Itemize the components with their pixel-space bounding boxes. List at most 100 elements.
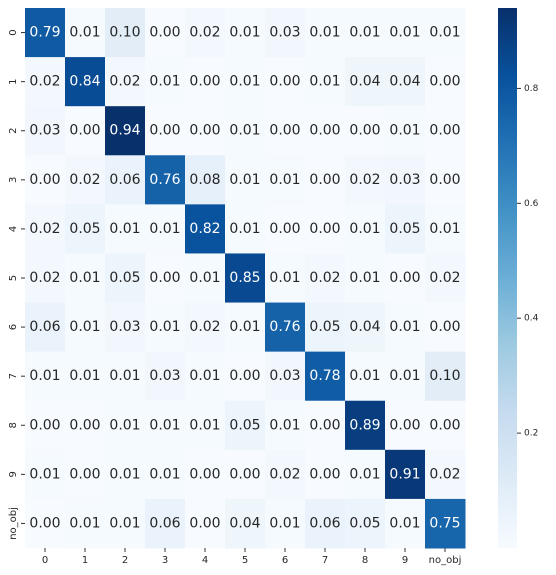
heatmap-cell [105,351,146,402]
heatmap-cell [385,302,426,353]
cell-label: 0.03 [109,319,140,335]
colorbar-tick-label: 0.2 [524,429,538,439]
heatmap-cell [305,204,346,254]
heatmap-cell [25,155,66,205]
cell-label: 0.94 [109,123,140,139]
heatmap-cell [385,8,426,58]
cell-label: 0.02 [29,221,60,237]
heatmap-cell [225,8,266,58]
cell-label: 0.00 [189,123,220,139]
heatmap-cell [425,155,466,205]
cell-label: 0.78 [309,368,340,384]
cell-label: 0.01 [429,221,460,237]
cell-label: 0.76 [149,172,180,188]
heatmap-cell [425,498,466,549]
heatmap-cell [65,8,106,58]
heatmap-cell [345,253,386,304]
heatmap-cell [25,400,66,451]
cell-label: 0.00 [269,74,300,90]
cell-label: 0.01 [109,515,140,531]
y-tick-label: 8 [8,422,19,428]
cell-label: 0.01 [189,417,220,433]
x-tick-label: 4 [202,555,208,566]
cell-label: 0.01 [29,466,60,482]
cell-label: 0.03 [269,368,300,384]
cell-label: 0.00 [149,123,180,139]
cell-label: 0.00 [389,270,420,286]
heatmap-cell [345,106,386,156]
cell-label: 0.01 [349,466,380,482]
heatmap-cell [185,57,226,107]
heatmap-cell [385,155,426,205]
heatmap-cell [265,449,306,500]
heatmap-cell [425,302,466,353]
heatmap-cell [385,57,426,107]
cell-label: 0.01 [229,319,260,335]
cell-label: 0.01 [269,515,300,531]
cell-label: 0.82 [189,221,220,237]
cell-label: 0.01 [69,319,100,335]
cell-label: 0.00 [149,25,180,41]
heatmap-cell [345,57,386,107]
heatmap-cell [305,8,346,58]
cell-label: 0.01 [69,515,100,531]
cell-label: 0.00 [309,172,340,188]
heatmap-cell [345,400,386,451]
heatmap-cell [265,302,306,353]
heatmap-cell [265,351,306,402]
heatmap-cell [385,498,426,549]
cell-label: 0.04 [349,319,380,335]
heatmap-cell [305,400,346,451]
heatmap-cell [65,253,106,304]
cell-label: 0.02 [109,74,140,90]
cell-label: 0.10 [429,368,460,384]
cell-label: 0.00 [29,417,60,433]
cell-label: 0.01 [109,466,140,482]
heatmap-cell [65,57,106,107]
heatmap-cell [385,400,426,451]
heatmap-cell [225,302,266,353]
heatmap-cell [185,253,226,304]
heatmap-cell [345,155,386,205]
cell-label: 0.01 [389,368,420,384]
heatmap-cell [65,498,106,549]
cell-label: 0.00 [389,417,420,433]
cell-label: 0.02 [309,270,340,286]
colorbar-tick-label: 0.6 [524,199,539,209]
cell-label: 0.03 [149,368,180,384]
cell-label: 0.05 [389,221,420,237]
cell-label: 0.10 [109,25,140,41]
heatmap-cell [185,498,226,549]
x-tick-label: 6 [282,555,288,566]
cell-label: 0.01 [389,25,420,41]
heatmap-cell [65,449,106,500]
heatmap-cell [105,302,146,353]
cell-label: 0.02 [349,172,380,188]
heatmap-cell [385,351,426,402]
cell-label: 0.05 [69,221,100,237]
cell-label: 0.00 [69,417,100,433]
heatmap-cell [345,351,386,402]
heatmap-cell [265,253,306,304]
cell-label: 0.02 [429,466,460,482]
cell-label: 0.02 [189,25,220,41]
cell-label: 0.00 [269,123,300,139]
x-tick-label: 3 [162,555,168,566]
heatmap-cell [105,400,146,451]
heatmap-cell [185,400,226,451]
heatmap-cell [105,155,146,205]
cell-label: 0.02 [269,466,300,482]
colorbar-tick-label: 0.8 [524,84,539,94]
cell-label: 0.03 [389,172,420,188]
cell-label: 0.01 [269,172,300,188]
cell-label: 0.91 [389,466,420,482]
heatmap-cell [65,155,106,205]
cell-label: 0.00 [349,123,380,139]
cell-label: 0.01 [349,221,380,237]
cell-label: 0.01 [149,417,180,433]
cell-label: 0.01 [109,221,140,237]
y-tick-label: 7 [8,373,19,379]
cell-label: 0.00 [29,515,60,531]
heatmap-cell [265,204,306,254]
